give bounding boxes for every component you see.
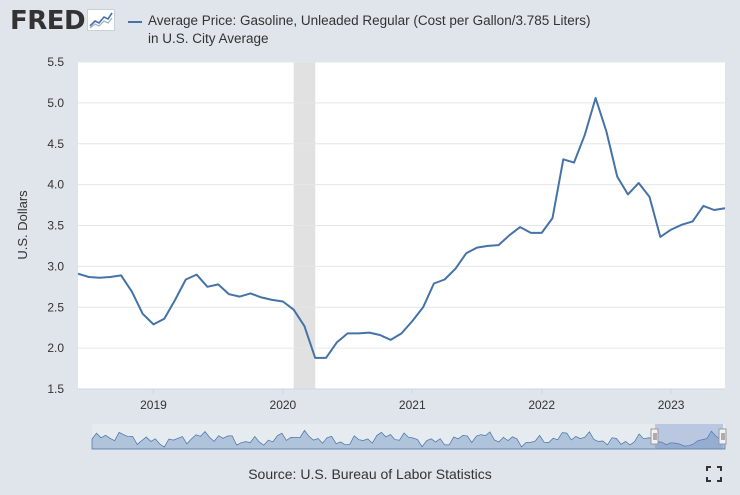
y-tick-label: 3.0 [47, 259, 64, 273]
y-axis-label: U.S. Dollars [15, 190, 30, 260]
y-tick-label: 4.0 [47, 178, 64, 192]
brand-name: FRED [10, 6, 86, 36]
legend-swatch [128, 21, 142, 23]
y-tick-label: 2.5 [47, 300, 64, 314]
y-tick-label: 2.0 [47, 341, 64, 355]
navigator-handle-left[interactable] [650, 428, 659, 445]
fred-logo[interactable]: FRED [10, 6, 116, 36]
fred-chart-icon [87, 9, 116, 31]
navigator-series-area [91, 429, 726, 450]
source-note: Source: U.S. Bureau of Labor Statistics [248, 466, 492, 482]
y-tick-label: 1.5 [47, 382, 64, 396]
navigator-selection[interactable] [655, 424, 723, 449]
navigator[interactable] [91, 424, 727, 450]
x-tick-label: 2023 [658, 398, 685, 412]
y-tick-label: 5.0 [47, 96, 64, 110]
y-tick-label: 4.5 [47, 137, 64, 151]
y-tick-label: 5.5 [47, 55, 64, 69]
x-tick-label: 2021 [399, 398, 426, 412]
fullscreen-icon[interactable] [706, 466, 722, 482]
x-tick-label: 2022 [528, 398, 555, 412]
legend-series-name: Average Price: Gasoline, Unleaded Regula… [148, 13, 591, 46]
x-tick-label: 2020 [270, 398, 297, 412]
chart-legend: Average Price: Gasoline, Unleaded Regula… [128, 12, 598, 48]
navigator-handle-right[interactable] [718, 428, 727, 445]
series-line[interactable] [77, 97, 726, 359]
y-axis: 1.5 2.0 2.5 3.0 3.5 4.0 4.5 5.0 5.5 [47, 55, 64, 396]
x-tick-label: 2019 [140, 398, 167, 412]
series-layer [77, 97, 726, 359]
y-tick-label: 3.5 [47, 219, 64, 233]
x-axis: 2019 2020 2021 2022 2023 [78, 388, 725, 412]
